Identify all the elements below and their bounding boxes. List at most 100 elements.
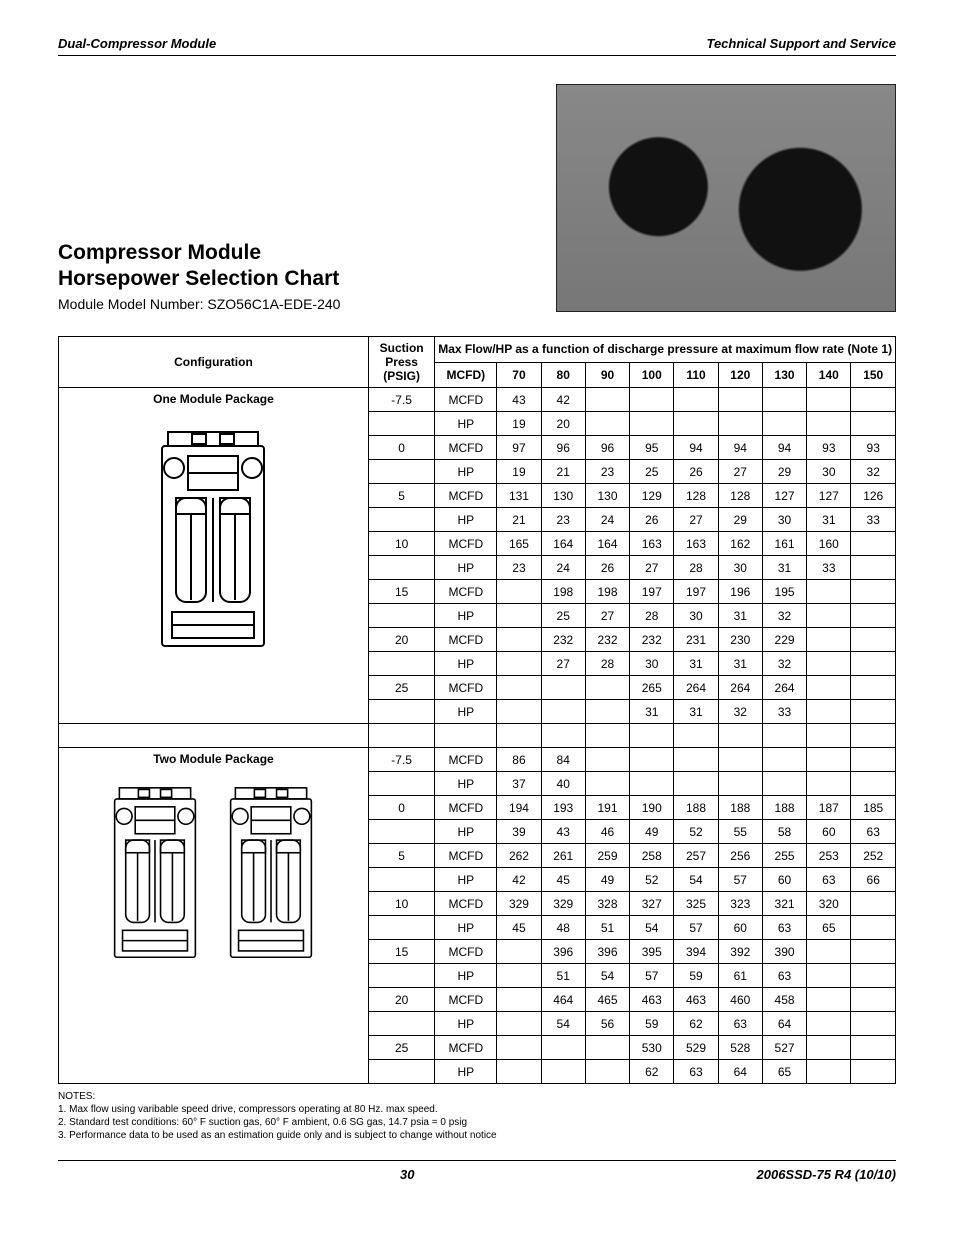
unit: MCFD bbox=[435, 892, 497, 916]
value-cell bbox=[851, 388, 896, 412]
suction-press bbox=[368, 460, 434, 484]
value-cell: 93 bbox=[807, 436, 851, 460]
value-cell: 463 bbox=[630, 988, 674, 1012]
value-cell: 63 bbox=[851, 820, 896, 844]
value-cell: 94 bbox=[674, 436, 718, 460]
unit: HP bbox=[435, 1060, 497, 1084]
value-cell: 460 bbox=[718, 988, 762, 1012]
value-cell: 32 bbox=[762, 652, 806, 676]
value-cell bbox=[497, 964, 541, 988]
value-cell: 30 bbox=[630, 652, 674, 676]
header-right: Technical Support and Service bbox=[706, 36, 896, 51]
unit: HP bbox=[435, 508, 497, 532]
value-cell: 529 bbox=[674, 1036, 718, 1060]
value-cell: 530 bbox=[630, 1036, 674, 1060]
value-cell: 31 bbox=[674, 700, 718, 724]
suction-press: 10 bbox=[368, 532, 434, 556]
value-cell: 265 bbox=[630, 676, 674, 700]
value-cell: 52 bbox=[674, 820, 718, 844]
value-cell: 59 bbox=[630, 1012, 674, 1036]
value-cell: 27 bbox=[718, 460, 762, 484]
product-photo bbox=[556, 84, 896, 312]
suction-press bbox=[368, 604, 434, 628]
value-cell: 229 bbox=[762, 628, 806, 652]
suction-press: 20 bbox=[368, 628, 434, 652]
value-cell bbox=[718, 412, 762, 436]
value-cell: 26 bbox=[630, 508, 674, 532]
value-cell bbox=[674, 748, 718, 772]
module-diagram bbox=[65, 772, 362, 962]
value-cell bbox=[851, 412, 896, 436]
value-cell: 21 bbox=[497, 508, 541, 532]
unit: HP bbox=[435, 1012, 497, 1036]
unit: HP bbox=[435, 604, 497, 628]
value-cell: 31 bbox=[718, 604, 762, 628]
value-cell bbox=[718, 748, 762, 772]
value-cell: 328 bbox=[585, 892, 629, 916]
value-cell: 32 bbox=[851, 460, 896, 484]
value-cell bbox=[497, 1060, 541, 1084]
value-cell: 60 bbox=[718, 916, 762, 940]
value-cell: 257 bbox=[674, 844, 718, 868]
value-cell bbox=[497, 676, 541, 700]
value-cell: 30 bbox=[674, 604, 718, 628]
suction-press: 0 bbox=[368, 796, 434, 820]
value-cell: 163 bbox=[674, 532, 718, 556]
value-cell bbox=[497, 652, 541, 676]
value-cell bbox=[851, 1012, 896, 1036]
suction-press bbox=[368, 1060, 434, 1084]
unit: MCFD bbox=[435, 580, 497, 604]
value-cell bbox=[674, 388, 718, 412]
value-cell bbox=[807, 412, 851, 436]
suction-press: -7.5 bbox=[368, 388, 434, 412]
value-cell: 19 bbox=[497, 412, 541, 436]
unit: MCFD bbox=[435, 388, 497, 412]
col-maxflow: Max Flow/HP as a function of discharge p… bbox=[435, 337, 896, 363]
suction-press bbox=[368, 868, 434, 892]
value-cell: 230 bbox=[718, 628, 762, 652]
value-cell: 395 bbox=[630, 940, 674, 964]
value-cell: 45 bbox=[497, 916, 541, 940]
value-cell: 30 bbox=[807, 460, 851, 484]
value-cell: 198 bbox=[585, 580, 629, 604]
value-cell: 323 bbox=[718, 892, 762, 916]
value-cell bbox=[807, 772, 851, 796]
value-cell: 84 bbox=[541, 748, 585, 772]
value-cell: 65 bbox=[762, 1060, 806, 1084]
hp-selection-table: Configuration Suction Press (PSIG) Max F… bbox=[58, 336, 896, 1084]
value-cell bbox=[674, 772, 718, 796]
col-configuration: Configuration bbox=[59, 337, 369, 388]
value-cell: 231 bbox=[674, 628, 718, 652]
value-cell bbox=[497, 940, 541, 964]
value-cell bbox=[851, 1036, 896, 1060]
value-cell: 394 bbox=[674, 940, 718, 964]
value-cell: 196 bbox=[718, 580, 762, 604]
value-cell: 258 bbox=[630, 844, 674, 868]
value-cell: 320 bbox=[807, 892, 851, 916]
value-cell bbox=[541, 700, 585, 724]
suction-press bbox=[368, 964, 434, 988]
value-cell: 329 bbox=[541, 892, 585, 916]
value-cell: 57 bbox=[718, 868, 762, 892]
value-cell: 42 bbox=[541, 388, 585, 412]
value-cell: 33 bbox=[807, 556, 851, 580]
unit: HP bbox=[435, 868, 497, 892]
value-cell bbox=[630, 772, 674, 796]
unit: HP bbox=[435, 652, 497, 676]
value-cell: 51 bbox=[541, 964, 585, 988]
value-cell bbox=[630, 748, 674, 772]
value-cell: 24 bbox=[541, 556, 585, 580]
suction-press bbox=[368, 508, 434, 532]
unit: MCFD bbox=[435, 484, 497, 508]
value-cell bbox=[851, 700, 896, 724]
value-cell: 162 bbox=[718, 532, 762, 556]
value-cell: 321 bbox=[762, 892, 806, 916]
col-d110: 110 bbox=[674, 362, 718, 388]
value-cell bbox=[851, 580, 896, 604]
value-cell: 24 bbox=[585, 508, 629, 532]
value-cell bbox=[807, 748, 851, 772]
value-cell: 130 bbox=[541, 484, 585, 508]
value-cell bbox=[674, 412, 718, 436]
col-d100: 100 bbox=[630, 362, 674, 388]
unit: MCFD bbox=[435, 988, 497, 1012]
